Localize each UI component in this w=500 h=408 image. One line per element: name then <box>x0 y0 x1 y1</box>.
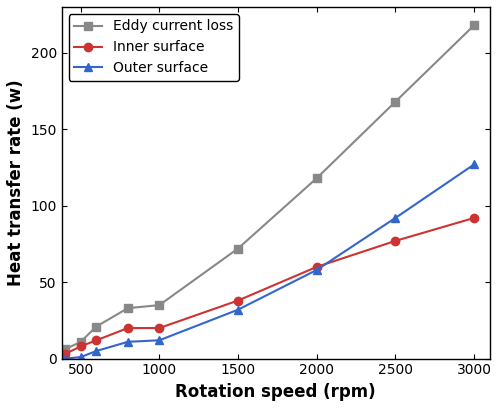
Outer surface <box>125 339 131 344</box>
Outer surface <box>471 162 477 167</box>
Eddy current loss <box>125 306 131 310</box>
Inner surface <box>78 344 84 349</box>
Eddy current loss <box>78 339 84 344</box>
Eddy current loss <box>94 324 100 329</box>
Outer surface <box>314 268 320 273</box>
Eddy current loss <box>235 246 241 251</box>
Outer surface <box>62 356 68 361</box>
Line: Outer surface: Outer surface <box>60 160 478 363</box>
X-axis label: Rotation speed (rpm): Rotation speed (rpm) <box>176 383 376 401</box>
Outer surface <box>94 348 100 353</box>
Outer surface <box>392 215 398 220</box>
Eddy current loss <box>392 99 398 104</box>
Eddy current loss <box>62 347 68 352</box>
Inner surface <box>471 215 477 220</box>
Inner surface <box>125 326 131 330</box>
Inner surface <box>156 326 162 330</box>
Eddy current loss <box>156 303 162 308</box>
Inner surface <box>392 238 398 243</box>
Eddy current loss <box>471 23 477 28</box>
Outer surface <box>78 355 84 359</box>
Outer surface <box>156 338 162 343</box>
Inner surface <box>94 338 100 343</box>
Inner surface <box>62 352 68 357</box>
Line: Inner surface: Inner surface <box>60 214 478 358</box>
Line: Eddy current loss: Eddy current loss <box>60 21 478 354</box>
Legend: Eddy current loss, Inner surface, Outer surface: Eddy current loss, Inner surface, Outer … <box>68 14 239 81</box>
Eddy current loss <box>314 176 320 181</box>
Inner surface <box>314 264 320 269</box>
Outer surface <box>235 307 241 312</box>
Inner surface <box>235 298 241 303</box>
Y-axis label: Heat transfer rate (w): Heat transfer rate (w) <box>7 80 25 286</box>
